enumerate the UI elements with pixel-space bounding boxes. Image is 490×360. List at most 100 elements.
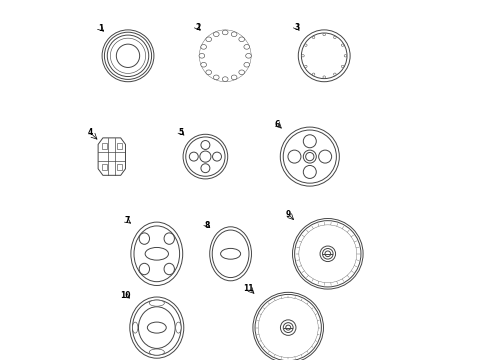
Ellipse shape — [134, 226, 180, 282]
Ellipse shape — [325, 251, 331, 257]
Ellipse shape — [303, 166, 316, 179]
Ellipse shape — [102, 30, 154, 82]
Ellipse shape — [189, 152, 198, 161]
Ellipse shape — [273, 313, 303, 342]
Ellipse shape — [255, 294, 321, 360]
Ellipse shape — [308, 234, 347, 274]
Ellipse shape — [130, 297, 184, 358]
Ellipse shape — [214, 75, 219, 80]
Ellipse shape — [306, 153, 314, 161]
Ellipse shape — [278, 318, 298, 337]
Ellipse shape — [206, 70, 212, 75]
Ellipse shape — [206, 37, 212, 42]
Ellipse shape — [201, 164, 210, 173]
Ellipse shape — [107, 35, 149, 77]
Text: 10: 10 — [121, 291, 131, 300]
Ellipse shape — [304, 44, 307, 46]
Ellipse shape — [239, 70, 245, 75]
Ellipse shape — [344, 55, 347, 57]
Ellipse shape — [312, 73, 315, 75]
Ellipse shape — [263, 302, 314, 353]
Ellipse shape — [149, 300, 164, 306]
Ellipse shape — [222, 30, 228, 35]
Ellipse shape — [288, 150, 301, 163]
Ellipse shape — [183, 134, 228, 179]
Ellipse shape — [110, 38, 146, 73]
Ellipse shape — [139, 307, 175, 348]
Ellipse shape — [334, 36, 336, 39]
Ellipse shape — [342, 44, 344, 46]
Ellipse shape — [220, 248, 241, 259]
Ellipse shape — [145, 247, 169, 260]
Ellipse shape — [131, 222, 183, 285]
Ellipse shape — [201, 45, 206, 49]
Ellipse shape — [322, 248, 333, 259]
Ellipse shape — [201, 140, 210, 149]
Ellipse shape — [132, 300, 181, 355]
Ellipse shape — [222, 77, 228, 81]
Ellipse shape — [200, 151, 211, 162]
Ellipse shape — [116, 44, 140, 67]
Text: 7: 7 — [124, 216, 130, 225]
Ellipse shape — [231, 32, 237, 37]
Ellipse shape — [239, 37, 245, 42]
Ellipse shape — [149, 349, 164, 355]
Ellipse shape — [303, 150, 316, 163]
Ellipse shape — [199, 54, 205, 58]
Ellipse shape — [139, 233, 149, 244]
Ellipse shape — [244, 62, 249, 67]
Text: 8: 8 — [205, 221, 210, 230]
Text: 3: 3 — [294, 23, 299, 32]
Ellipse shape — [313, 239, 343, 269]
Text: 2: 2 — [196, 23, 200, 32]
Ellipse shape — [283, 323, 293, 333]
Ellipse shape — [302, 55, 304, 57]
Ellipse shape — [317, 243, 339, 264]
Text: 1: 1 — [98, 24, 103, 33]
Ellipse shape — [318, 150, 332, 163]
Ellipse shape — [283, 130, 336, 183]
Text: 11: 11 — [244, 284, 254, 293]
Ellipse shape — [334, 73, 336, 75]
Ellipse shape — [231, 75, 237, 80]
Ellipse shape — [304, 65, 307, 68]
Ellipse shape — [186, 137, 225, 176]
Ellipse shape — [104, 32, 151, 80]
Ellipse shape — [280, 320, 296, 336]
Ellipse shape — [212, 230, 249, 278]
Ellipse shape — [293, 219, 363, 289]
Ellipse shape — [210, 227, 251, 281]
Ellipse shape — [301, 33, 347, 78]
Ellipse shape — [147, 322, 166, 333]
Ellipse shape — [201, 62, 206, 67]
Ellipse shape — [213, 152, 221, 161]
Text: 5: 5 — [178, 127, 183, 136]
Text: 4: 4 — [87, 128, 93, 137]
Ellipse shape — [303, 135, 316, 148]
Ellipse shape — [139, 263, 149, 275]
Text: 9: 9 — [286, 210, 291, 219]
Ellipse shape — [312, 36, 315, 39]
Ellipse shape — [342, 65, 344, 68]
Ellipse shape — [214, 32, 219, 37]
Ellipse shape — [245, 54, 251, 58]
Ellipse shape — [323, 76, 325, 78]
Ellipse shape — [164, 233, 174, 244]
Ellipse shape — [320, 246, 336, 262]
Ellipse shape — [164, 263, 174, 275]
Ellipse shape — [298, 30, 350, 82]
Ellipse shape — [286, 325, 291, 330]
Ellipse shape — [258, 298, 318, 357]
Ellipse shape — [207, 37, 244, 75]
Ellipse shape — [268, 307, 309, 348]
Ellipse shape — [176, 322, 181, 333]
Ellipse shape — [199, 30, 251, 82]
Ellipse shape — [253, 292, 323, 360]
Ellipse shape — [132, 322, 138, 333]
Text: 6: 6 — [275, 120, 280, 129]
Ellipse shape — [280, 127, 339, 186]
Ellipse shape — [294, 221, 361, 287]
Ellipse shape — [323, 33, 325, 36]
Ellipse shape — [303, 229, 352, 279]
Ellipse shape — [244, 45, 249, 49]
